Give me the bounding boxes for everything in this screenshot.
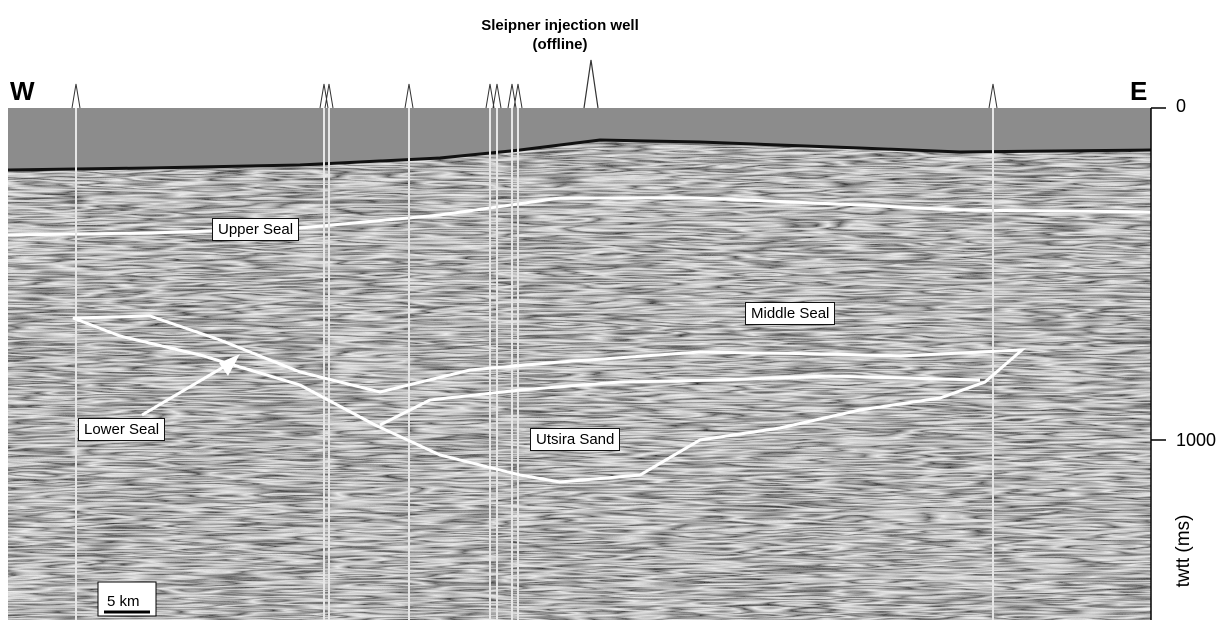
figure-title: Sleipner injection well (offline): [430, 16, 690, 54]
well-symbol: [485, 83, 495, 109]
scale-bar-label: 5 km: [107, 593, 140, 610]
well-symbol: [71, 83, 81, 109]
well-symbol: [404, 83, 414, 109]
west-label: W: [10, 76, 35, 106]
well-symbol: [513, 83, 523, 109]
wells-group: [71, 59, 998, 620]
lower-seal-label: Lower Seal: [78, 418, 166, 441]
well-symbol: [988, 83, 998, 109]
water-column: [8, 108, 1151, 170]
tick-label-1000: 1000: [1176, 430, 1217, 450]
utsira-sand-label: Utsira Sand: [530, 428, 621, 451]
tick-label-0: 0: [1176, 96, 1187, 116]
well-symbol: [324, 83, 334, 109]
well-symbol: [492, 83, 502, 109]
upper-seal-label: Upper Seal: [212, 218, 300, 241]
utsira-sand-outline: [72, 314, 1027, 484]
seismic-reflections: [8, 108, 1151, 620]
axis-title: twtt (ms): [1173, 514, 1194, 588]
utsira-inner-horizon: [379, 374, 981, 427]
seabed-reflector: [8, 138, 1151, 172]
injection-well-symbol: [583, 59, 599, 109]
well-symbol: [507, 83, 517, 109]
middle-seal-label: Middle Seal: [745, 302, 836, 325]
title-line-1: Sleipner injection well: [481, 17, 639, 34]
lower-seal-arrow-head: [219, 354, 240, 376]
east-label: E: [1130, 76, 1148, 106]
lower-seal-arrow-line: [141, 360, 233, 417]
scale-bar-box: [97, 581, 157, 617]
upper-seal-reflector: [8, 196, 1151, 237]
title-line-2: (offline): [532, 36, 588, 53]
